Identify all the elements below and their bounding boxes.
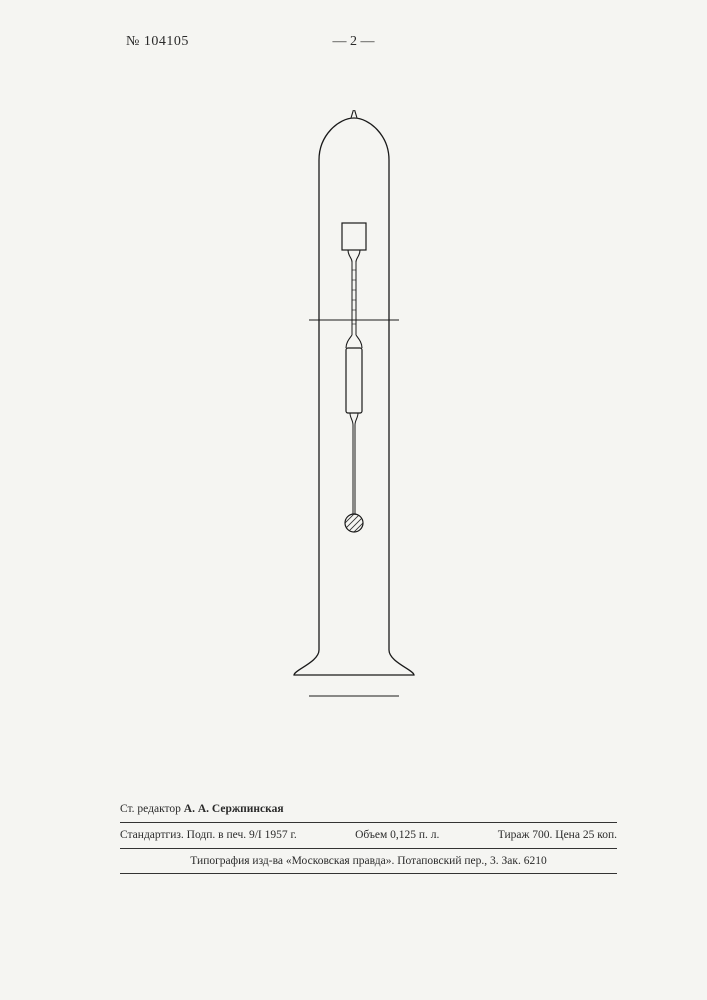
page: № 104105 — 2 — <box>0 0 707 1000</box>
editor-line: Ст. редактор А. А. Сержпинская <box>120 800 617 818</box>
page-number: — 2 — <box>333 34 375 50</box>
printing-line: Типография изд-ва «Московская правда». П… <box>120 848 617 874</box>
publication-line: Стандартгиз. Подп. в печ. 9/I 1957 г. Об… <box>120 822 617 847</box>
imprint-footer: Ст. редактор А. А. Сержпинская Стандартг… <box>120 800 617 874</box>
document-number: № 104105 <box>126 34 189 50</box>
figure-apparatus <box>254 110 454 730</box>
apparatus-svg <box>254 110 454 730</box>
pub-mid: Объем 0,125 п. л. <box>355 826 439 844</box>
editor-name: А. А. Сержпинская <box>184 803 284 815</box>
pub-right: Тираж 700. Цена 25 коп. <box>498 826 617 844</box>
editor-label: Ст. редактор <box>120 803 184 815</box>
pub-left: Стандартгиз. Подп. в печ. 9/I 1957 г. <box>120 826 297 844</box>
